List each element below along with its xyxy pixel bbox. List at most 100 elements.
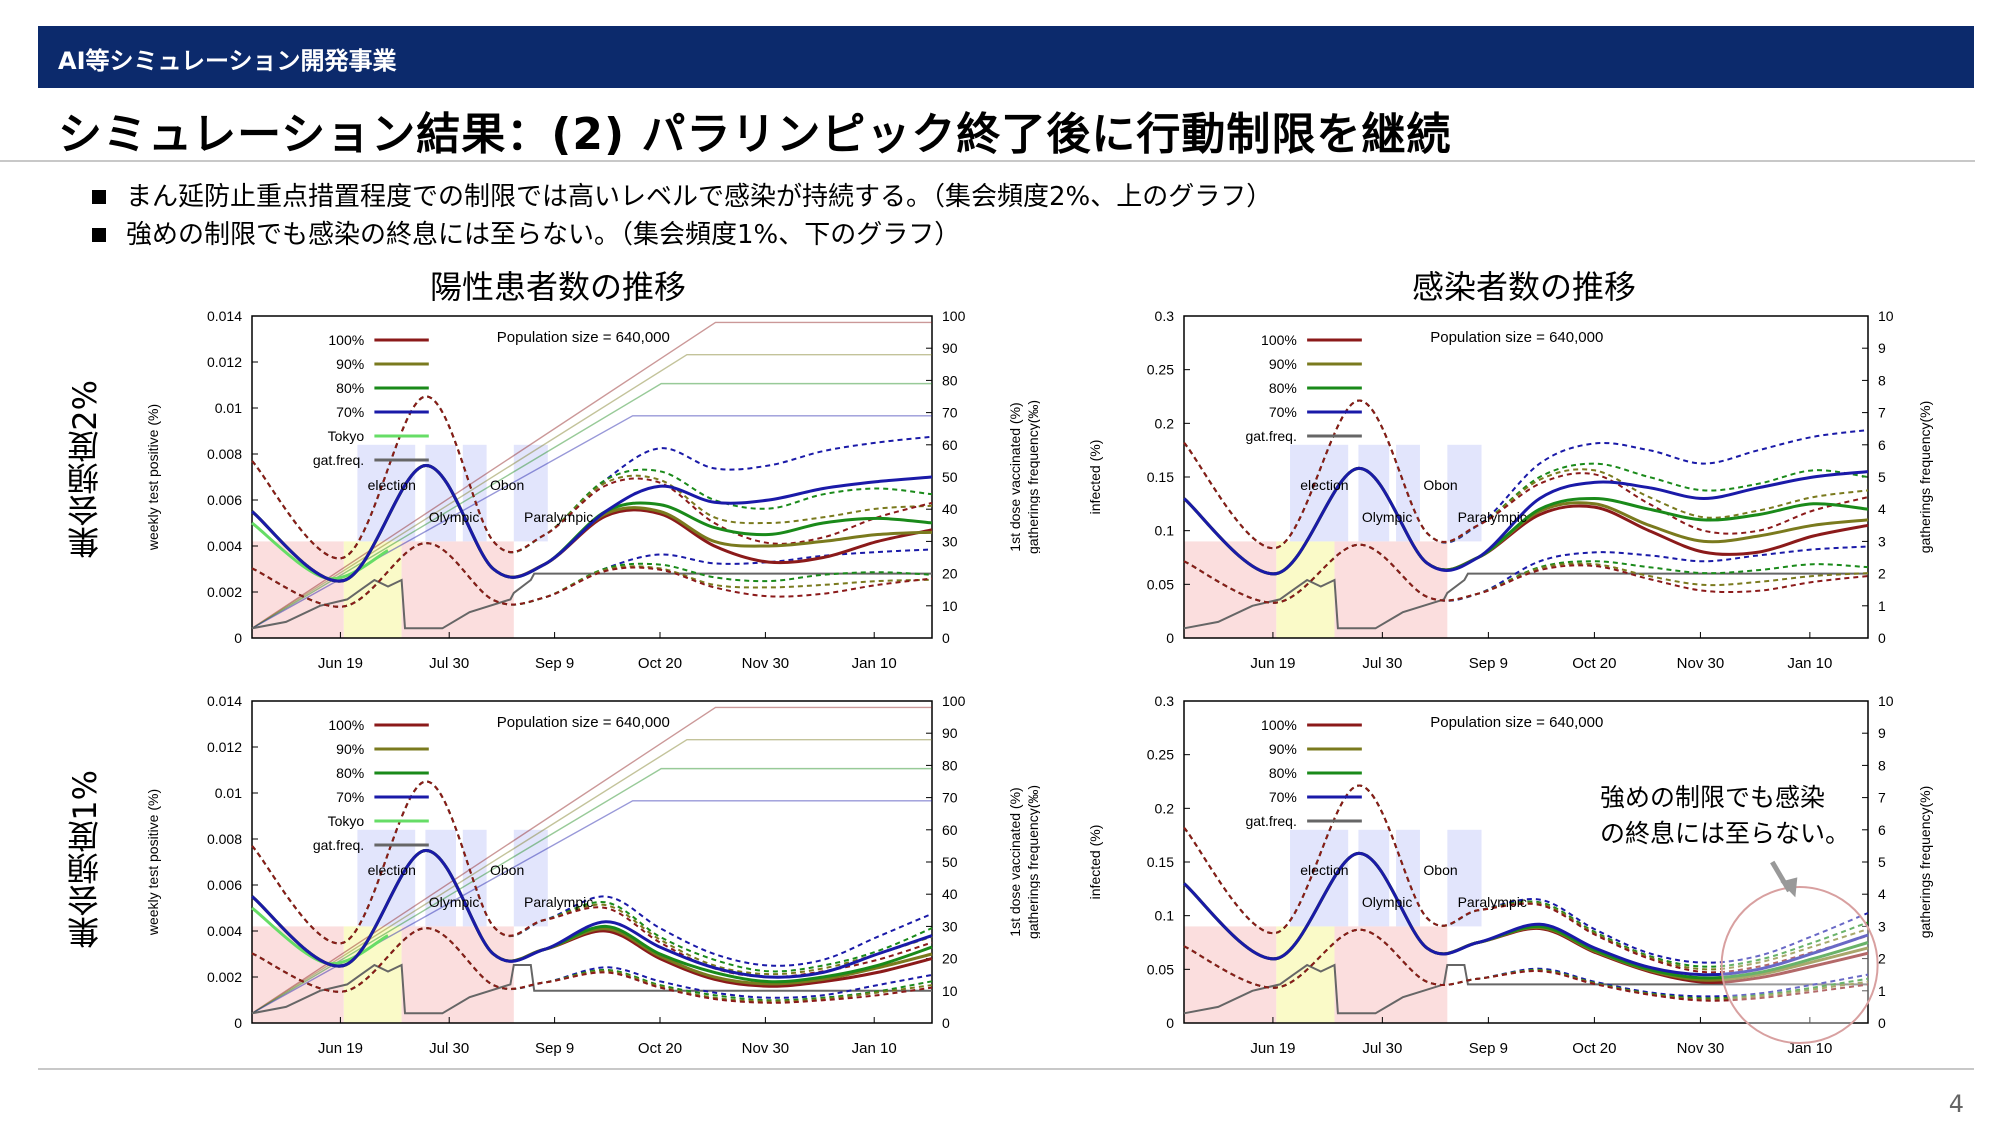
chart-bottom-left: 0.0140.0120.010.0080.0060.0040.002010090… — [145, 693, 1040, 1057]
y2-tick-label: 5 — [1878, 469, 1886, 485]
restriction-band — [401, 926, 514, 1023]
y2-tick-label: 20 — [942, 566, 958, 582]
x-tick-label: Oct 20 — [1572, 655, 1616, 672]
y2-tick-label: 8 — [1878, 372, 1886, 388]
legend-label: 100% — [1261, 717, 1297, 733]
x-tick-label: Jul 30 — [429, 655, 469, 672]
bullet-text: 強めの制限でも感染の終息には至らない。（集会頻度1%、下のグラフ） — [126, 220, 961, 250]
y2-tick-label: 9 — [1878, 340, 1886, 356]
population-annotation: Population size = 640,000 — [1430, 714, 1603, 731]
event-band — [513, 444, 548, 542]
restriction-band — [1334, 541, 1448, 638]
event-label: Olympic — [429, 509, 480, 525]
legend-label: 100% — [328, 332, 364, 348]
x-tick-label: Sep 9 — [1469, 655, 1508, 672]
highlight-circle — [1720, 886, 1879, 1045]
y2-tick-label: 9 — [1878, 725, 1886, 741]
y2-tick-label: 30 — [942, 533, 958, 549]
y2-tick-label: 40 — [942, 501, 958, 517]
y2-tick-label: 7 — [1878, 790, 1886, 806]
y2-tick-label: 0 — [1878, 1015, 1886, 1031]
restriction-band — [1276, 926, 1335, 1023]
legend-label: gat.freq. — [313, 837, 364, 853]
y2-tick-label: 40 — [942, 886, 958, 902]
x-tick-label: Jun 19 — [318, 655, 363, 672]
legend-label: 80% — [1269, 765, 1297, 781]
y2-tick-label: 10 — [1878, 693, 1894, 709]
legend-label: Tokyo — [328, 813, 365, 829]
title-divider — [0, 160, 1975, 162]
y-tick-label: 0.006 — [207, 877, 242, 893]
legend-label: gat.freq. — [313, 452, 364, 468]
y2-tick-label: 30 — [942, 918, 958, 934]
x-tick-label: Jul 30 — [429, 1040, 469, 1057]
header-bar: AI等シミュレーション開発事業 — [38, 26, 1974, 88]
x-tick-label: Jul 30 — [1362, 655, 1402, 672]
y2-tick-label: 90 — [942, 340, 958, 356]
event-band — [462, 444, 487, 542]
event-label: Obon — [490, 477, 524, 493]
y2-tick-label: 0 — [1878, 630, 1886, 646]
x-tick-label: Oct 20 — [638, 655, 682, 672]
chart-top-left: 0.0140.0120.010.0080.0060.0040.002010090… — [145, 308, 1040, 672]
event-label: Paralympic — [1458, 894, 1527, 910]
y2-tick-label: 60 — [942, 437, 958, 453]
page-number: 4 — [1948, 1090, 1964, 1118]
legend-label: 90% — [1269, 356, 1297, 372]
y-tick-label: 0.15 — [1147, 469, 1174, 485]
restriction-band — [1184, 541, 1277, 638]
legend-label: 70% — [336, 404, 364, 420]
y2-tick-label: 50 — [942, 469, 958, 485]
event-band — [1290, 444, 1349, 542]
event-label: Obon — [490, 862, 524, 878]
y-tick-label: 0.01 — [215, 785, 242, 801]
callout-line: 強めの制限でも感染 — [1600, 783, 1826, 812]
legend-label: Tokyo — [328, 428, 365, 444]
legend-label: 80% — [1269, 380, 1297, 396]
x-tick-label: Jun 19 — [1250, 1040, 1295, 1057]
series-lower-bound — [251, 927, 933, 999]
y-tick-label: 0 — [1166, 1015, 1174, 1031]
row-label-bottom: 集会頻度1% — [66, 770, 104, 949]
y2-tick-label: 0 — [942, 1015, 950, 1031]
restriction-band — [1184, 926, 1277, 1023]
vaccination-line — [251, 738, 932, 1014]
legend-label: 70% — [1269, 404, 1297, 420]
callout-arrow-head — [1780, 877, 1798, 898]
y2-tick-label: 1 — [1878, 598, 1886, 614]
bullet-square-icon — [92, 190, 106, 204]
legend-label: 90% — [1269, 741, 1297, 757]
y2-tick-label: 4 — [1878, 501, 1886, 517]
vaccination-line — [251, 767, 932, 1014]
footer-divider — [38, 1068, 1974, 1070]
y-tick-label: 0.3 — [1155, 308, 1175, 324]
legend-label: 70% — [1269, 789, 1297, 805]
y-tick-label: 0.1 — [1155, 523, 1175, 539]
legend-label: 80% — [336, 765, 364, 781]
series-line-70pct — [1183, 851, 1869, 977]
y-axis-label: infected (%) — [1087, 825, 1103, 900]
y-tick-label: 0.008 — [207, 831, 242, 847]
series-lower-bound — [1183, 543, 1869, 604]
y2-tick-label: 100 — [942, 308, 966, 324]
event-band — [1290, 829, 1349, 927]
y-tick-label: 0.15 — [1147, 854, 1174, 870]
series-upper-bound — [1183, 399, 1869, 549]
legend-label: 80% — [336, 380, 364, 396]
legend-label: gat.freq. — [1245, 813, 1296, 829]
restriction-band — [1276, 541, 1335, 638]
bullet-item: 強めの制限でも感染の終息には至らない。（集会頻度1%、下のグラフ） — [92, 216, 1272, 254]
series-upper-bound — [251, 395, 933, 560]
x-tick-label: Jun 19 — [1250, 655, 1295, 672]
series-upper-bound — [251, 395, 933, 560]
right-heading: 感染者数の推移 — [1412, 268, 1637, 306]
y2-tick-label: 4 — [1878, 886, 1886, 902]
event-label: election — [1300, 862, 1348, 878]
y-tick-label: 0.01 — [215, 400, 242, 416]
y2-tick-label: 100 — [942, 693, 966, 709]
legend-label: 70% — [336, 789, 364, 805]
y-axis-label: weekly test positive (%) — [145, 404, 161, 551]
gathering-frequency-line — [251, 572, 932, 630]
